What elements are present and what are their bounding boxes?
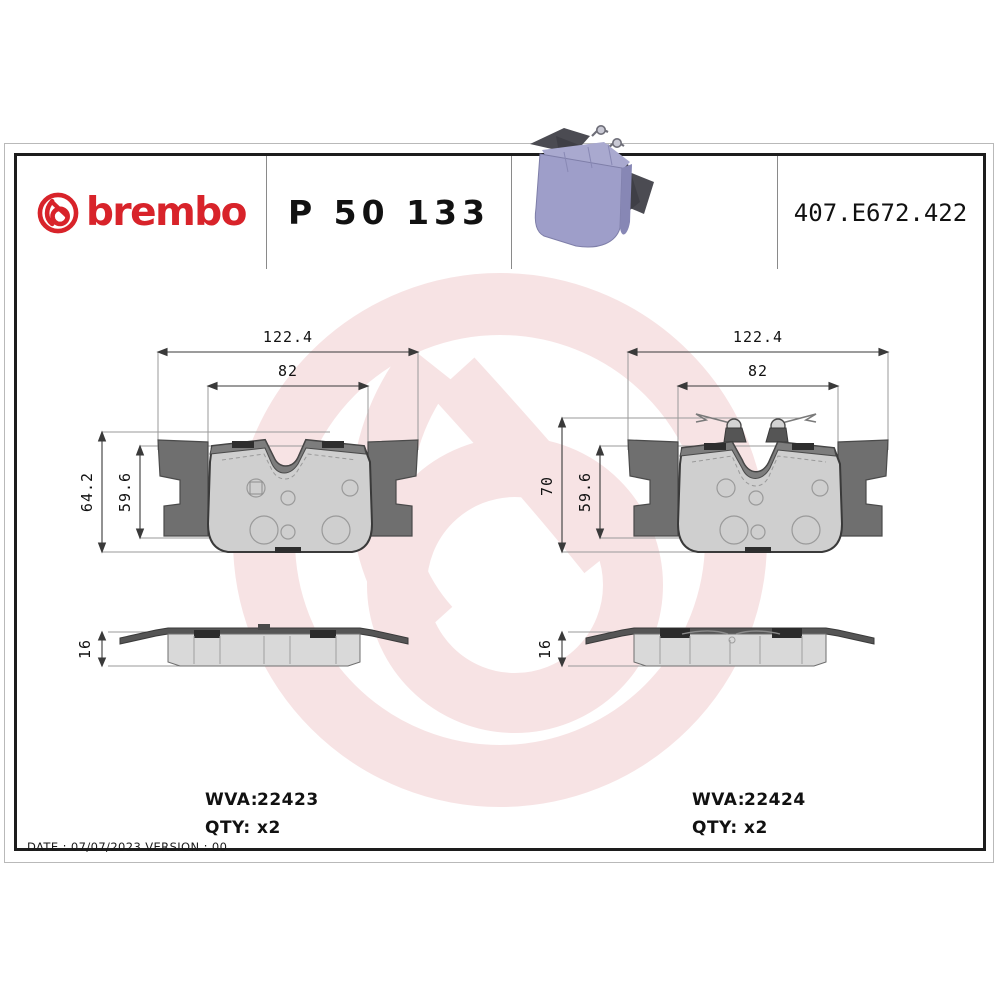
qty-row: QTY: x2 (205, 814, 319, 842)
pad-outline (627, 413, 889, 553)
part-number: 407.E672.422 (793, 198, 968, 227)
dim-pad-height-label: 59.6 (116, 472, 134, 512)
dim-overall-height-label: 70 (538, 476, 556, 496)
thumbnail-cell (512, 125, 778, 269)
qty-label: QTY: (692, 818, 738, 839)
dimension-thickness (97, 630, 107, 668)
wva-value: 22424 (744, 790, 806, 810)
dim-thickness-label: 16 (76, 639, 94, 659)
wva-label: WVA: (205, 790, 259, 810)
dim-inner-width-label: 82 (748, 362, 768, 380)
dim-overall-height-label: 64.2 (78, 472, 96, 512)
footer-date-version: DATE : 07/07/2023 VERSION : 00 (27, 840, 228, 854)
dimension-thickness (557, 630, 567, 668)
dimension-overall-width (156, 347, 420, 357)
dim-pad-height-label: 59.6 (576, 472, 594, 512)
brembo-circle-b-logo-icon (37, 192, 79, 233)
dimension-inner-width (676, 381, 840, 391)
product-code: P 50 133 (288, 193, 490, 232)
qty-value: x2 (744, 818, 768, 839)
brembo-wordmark: brembo (86, 190, 247, 235)
qty-row: QTY: x2 (692, 814, 806, 842)
qty-value: x2 (257, 818, 281, 839)
brembo-logo: brembo (37, 190, 247, 235)
dim-overall-width-label: 122.4 (733, 328, 783, 346)
wva-value: 22423 (257, 790, 319, 810)
drawing-frame (14, 153, 986, 851)
right-pad-side-view: 16 (520, 600, 950, 720)
title-block: brembo P 50 133 (17, 125, 983, 269)
left-pad-side-view: 16 (60, 600, 480, 720)
wva-row: WVA:22424 (692, 786, 806, 814)
dimension-overall-height (97, 430, 107, 554)
dim-overall-width-label: 122.4 (263, 328, 313, 346)
right-pad-spec-block: WVA:22424 QTY: x2 (692, 786, 806, 842)
wva-label: WVA: (692, 790, 746, 810)
brake-pad-3d-render-icon (504, 110, 674, 270)
part-number-cell: 407.E672.422 (778, 156, 983, 269)
wva-row: WVA:22423 (205, 786, 319, 814)
dimension-pad-height (595, 444, 605, 540)
left-pad-spec-block: WVA:22423 QTY: x2 (205, 786, 319, 842)
brand-cell: brembo (17, 156, 267, 269)
dimension-pad-height (135, 444, 145, 540)
product-code-cell: P 50 133 (267, 156, 512, 269)
dim-thickness-label: 16 (536, 639, 554, 659)
dimension-inner-width (206, 381, 370, 391)
qty-label: QTY: (205, 818, 251, 839)
dimension-overall-height (557, 416, 567, 554)
dim-inner-width-label: 82 (278, 362, 298, 380)
wear-sensor-wires (695, 413, 817, 425)
dimension-overall-width (626, 347, 890, 357)
pad-outline (157, 438, 419, 553)
